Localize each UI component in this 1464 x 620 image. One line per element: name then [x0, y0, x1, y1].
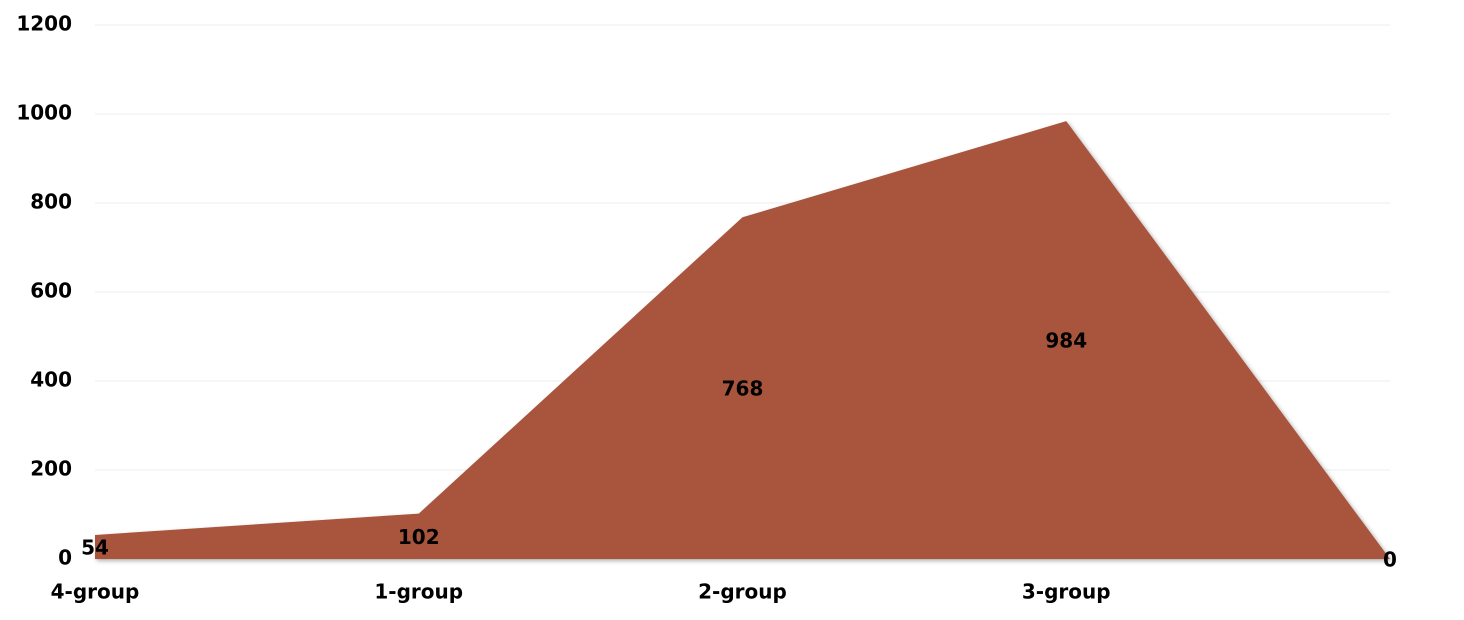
y-tick-label: 800 [30, 190, 72, 214]
plot [95, 121, 1390, 560]
data-label: 984 [1045, 329, 1087, 353]
y-tick-label: 400 [30, 368, 72, 392]
area [95, 121, 1390, 560]
y-tick-label: 1200 [16, 12, 72, 36]
y-tick-label: 1000 [16, 101, 72, 125]
data-label: 768 [722, 377, 764, 401]
y-tick-label: 600 [30, 279, 72, 303]
y-tick-label: 0 [58, 546, 72, 570]
labels: 0 200 400 600 800 1000 1200 4-group 1-group 2-gro… [16, 12, 1397, 604]
x-tick-label: 4-group [51, 580, 140, 604]
y-tick-label: 200 [30, 457, 72, 481]
data-label: 0 [1383, 548, 1397, 572]
x-tick-label: 2-group [698, 580, 787, 604]
data-label: 102 [398, 525, 440, 549]
x-tick-label: 3-group [1022, 580, 1111, 604]
data-label: 54 [81, 535, 109, 559]
x-tick-label: 1-group [374, 580, 463, 604]
